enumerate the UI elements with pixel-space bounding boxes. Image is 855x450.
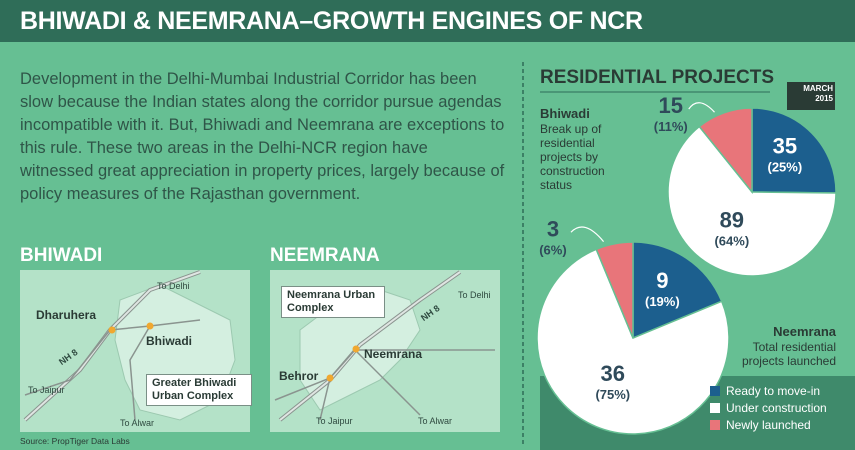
intro-text: Development in the Delhi-Mumbai Industri… xyxy=(20,70,505,203)
map-label: To Jaipur xyxy=(28,385,65,395)
legend-swatch xyxy=(710,420,720,430)
share-label: (64%) xyxy=(714,234,749,249)
map-label: Bhiwadi xyxy=(146,334,193,348)
page-title: BHIWADI & NEEMRANA–GROWTH ENGINES OF NCR xyxy=(20,7,643,35)
legend-swatch xyxy=(710,386,720,396)
legend-label: Newly launched xyxy=(726,418,811,432)
chart-subtitle: Break up of residential projects by cons… xyxy=(540,122,605,192)
map-label: Neemrana Urban Complex xyxy=(281,286,385,318)
chart-title: Neemrana xyxy=(773,324,836,339)
map-title: BHIWADI xyxy=(20,245,103,266)
map-label: Greater Bhiwadi Urban Complex xyxy=(146,374,252,406)
legend-label: Under construction xyxy=(726,401,827,415)
legend-swatch xyxy=(710,403,720,413)
bhiwadi-map xyxy=(20,270,250,432)
map-label: To Delhi xyxy=(458,290,491,300)
pie-slice xyxy=(632,241,723,340)
legend-label: Ready to move-in xyxy=(726,384,820,398)
map-label: To Alwar xyxy=(120,418,155,428)
map-title: NEEMRANA xyxy=(270,245,380,266)
header-band xyxy=(0,0,855,42)
value-label: 9 xyxy=(656,268,668,293)
map-label: Dharuhera xyxy=(36,308,97,322)
share-label: (19%) xyxy=(645,294,680,309)
chart-subtitle: Total residential projects launched xyxy=(741,340,836,368)
panel-title: RESIDENTIAL PROJECTS xyxy=(540,67,775,88)
source-note: Source: PropTiger Data Labs xyxy=(20,436,130,446)
map-label: To Delhi xyxy=(157,281,190,291)
map-label: To Alwar xyxy=(418,416,453,426)
pie-slice xyxy=(698,107,753,195)
pie-slice xyxy=(751,107,837,194)
map-label: Neemrana xyxy=(364,347,423,361)
share-label: (6%) xyxy=(539,242,566,257)
share-label: (75%) xyxy=(595,387,630,402)
value-label: 89 xyxy=(720,208,744,233)
value-label: 3 xyxy=(547,216,559,241)
chart-title: Bhiwadi xyxy=(540,106,590,121)
callout-arrow xyxy=(688,102,715,113)
pie-slice xyxy=(595,241,634,339)
pie-slice xyxy=(667,125,837,277)
share-label: (25%) xyxy=(768,160,803,175)
value-label: 35 xyxy=(773,134,797,159)
callout-arrow xyxy=(570,226,605,242)
value-label: 36 xyxy=(601,361,625,386)
map-label: Behror xyxy=(279,369,319,383)
neemrana-map xyxy=(270,270,500,432)
map-label: To Jaipur xyxy=(316,416,353,426)
date-tag xyxy=(787,82,835,110)
pie-slice xyxy=(536,248,730,435)
date-tag-text: MARCH 2015 xyxy=(803,84,833,103)
share-label: (11%) xyxy=(654,119,688,134)
value-label: 15 xyxy=(659,93,683,118)
